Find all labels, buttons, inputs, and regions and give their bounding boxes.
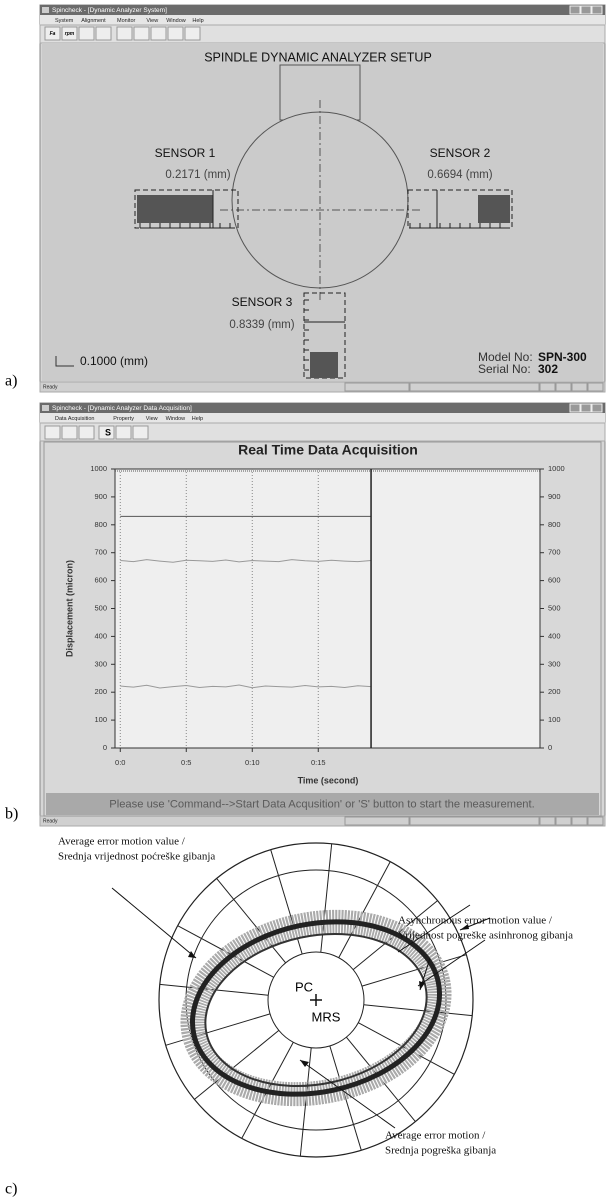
y-axis-label: Displacement (micron): [64, 560, 74, 657]
leader-line: [112, 888, 196, 958]
toolbar-button[interactable]: [133, 426, 148, 439]
x-tick-label: 0:0: [115, 758, 125, 767]
menu-item[interactable]: Help: [192, 416, 203, 422]
y-tick-label: 600: [548, 576, 561, 585]
sensor-reading: 0.8339 (mm): [229, 319, 294, 331]
serial: 302: [538, 362, 558, 376]
x-axis-label: Time (second): [298, 775, 359, 785]
menu-item[interactable]: Property: [113, 416, 134, 422]
y-tick-label: 300: [548, 659, 561, 668]
toolbar-button-label: rpm: [65, 31, 75, 37]
message: Please use 'Command-->Start Data Acqusit…: [109, 798, 535, 810]
window-button[interactable]: [581, 6, 591, 14]
sensor-reading: 0.2171 (mm): [165, 169, 230, 181]
toolbar-button-label: S: [105, 427, 111, 437]
plot-area: [115, 469, 540, 748]
menu-item[interactable]: View: [146, 416, 158, 422]
sensor-probe: [478, 195, 510, 223]
menu-item[interactable]: Data Acquisition: [55, 416, 94, 422]
menu-item[interactable]: Window: [166, 416, 186, 422]
y-tick-label: 100: [94, 715, 107, 724]
y-tick-label: 700: [548, 548, 561, 557]
annotation: Srednja vrijednost poćreške gibanja: [58, 851, 215, 863]
y-tick-label: 500: [94, 603, 107, 612]
window-title: Spincheck - [Dynamic Analyzer System]: [52, 7, 167, 14]
toolbar-button[interactable]: [185, 27, 200, 40]
sensor-probe: [310, 352, 338, 378]
toolbar-button[interactable]: [168, 27, 183, 40]
window-button[interactable]: [570, 6, 580, 14]
window-button[interactable]: [592, 6, 602, 14]
center-label: MRS: [312, 1009, 341, 1024]
toolbar-button-label: Fa: [50, 31, 56, 37]
y-tick-label: 800: [94, 520, 107, 529]
scale-text: 0.1000 (mm): [80, 354, 148, 368]
x-tick-label: 0:10: [245, 758, 260, 767]
figure: a) b) c) Spincheck - [Dynamic Analyzer S…: [0, 0, 610, 1199]
x-tick-label: 0:5: [181, 758, 191, 767]
x-tick-label: 0:15: [311, 758, 326, 767]
y-tick-label: 400: [94, 631, 107, 640]
annotation: Asynchronous error motion value /: [398, 915, 553, 927]
toolbar-button[interactable]: [116, 426, 131, 439]
center-label: PC: [295, 979, 313, 994]
menu-item[interactable]: View: [146, 18, 158, 24]
annotation: Vrijednost pogreške asinhronog gibanja: [398, 930, 573, 942]
menu-item[interactable]: Monitor: [117, 18, 136, 24]
sensor-name: SENSOR 1: [155, 146, 216, 160]
sensor-reading: 0.6694 (mm): [427, 169, 492, 181]
error-motion-diagram: PC MRS: [112, 843, 490, 1157]
menu-item[interactable]: System: [55, 18, 74, 24]
app-icon: [42, 405, 49, 411]
radial-line: [321, 844, 332, 952]
y-tick-label: 1000: [90, 464, 107, 473]
toolbar-button[interactable]: [96, 27, 111, 40]
y-tick-label: 200: [94, 687, 107, 696]
y-tick-label: 700: [94, 548, 107, 557]
y-tick-label: 900: [94, 492, 107, 501]
menu-item[interactable]: Help: [192, 18, 203, 24]
status-text: Ready: [43, 818, 58, 824]
page: a) b) c) Spincheck - [Dynamic Analyzer S…: [0, 0, 610, 1199]
window-button[interactable]: [581, 404, 591, 412]
y-tick-label: 300: [94, 659, 107, 668]
annotation: Srednja pogreška gibanja: [385, 1145, 496, 1157]
toolbar-button[interactable]: [79, 27, 94, 40]
window-button[interactable]: [592, 404, 602, 412]
y-tick-label: 1000: [548, 464, 565, 473]
y-tick-label: 900: [548, 492, 561, 501]
y-tick-label: 100: [548, 715, 561, 724]
window-button[interactable]: [570, 404, 580, 412]
y-tick-label: 800: [548, 520, 561, 529]
sensor-name: SENSOR 2: [430, 146, 491, 160]
toolbar-button[interactable]: [79, 426, 94, 439]
y-tick-label: 400: [548, 631, 561, 640]
sensor-probe: [137, 195, 213, 223]
toolbar-button[interactable]: [62, 426, 77, 439]
annotation: Average error motion value /: [58, 836, 186, 848]
status-text: Ready: [43, 384, 58, 390]
panel-label: b): [5, 806, 18, 823]
chart-title: Real Time Data Acquisition: [238, 442, 418, 458]
y-tick-label: 0: [548, 743, 552, 752]
y-tick-label: 600: [94, 576, 107, 585]
menu-item[interactable]: Alignment: [81, 18, 106, 24]
y-tick-label: 200: [548, 687, 561, 696]
y-tick-label: 0: [103, 743, 107, 752]
panel-label: a): [5, 373, 17, 390]
radial-line: [364, 1005, 472, 1016]
y-tick-label: 500: [548, 603, 561, 612]
panel-label: c): [5, 1181, 17, 1198]
app-icon: [42, 7, 49, 13]
toolbar-button[interactable]: [117, 27, 132, 40]
menu-item[interactable]: Window: [166, 18, 186, 24]
sensor-name: SENSOR 3: [232, 295, 293, 309]
toolbar-button[interactable]: [134, 27, 149, 40]
toolbar-button[interactable]: [151, 27, 166, 40]
toolbar-button[interactable]: [45, 426, 60, 439]
annotation: Average error motion /: [385, 1130, 486, 1142]
window-title: Spincheck - [Dynamic Analyzer Data Acqui…: [52, 405, 192, 412]
serial-label: Serial No:: [478, 362, 531, 376]
heading: SPINDLE DYNAMIC ANALYZER SETUP: [204, 50, 432, 64]
